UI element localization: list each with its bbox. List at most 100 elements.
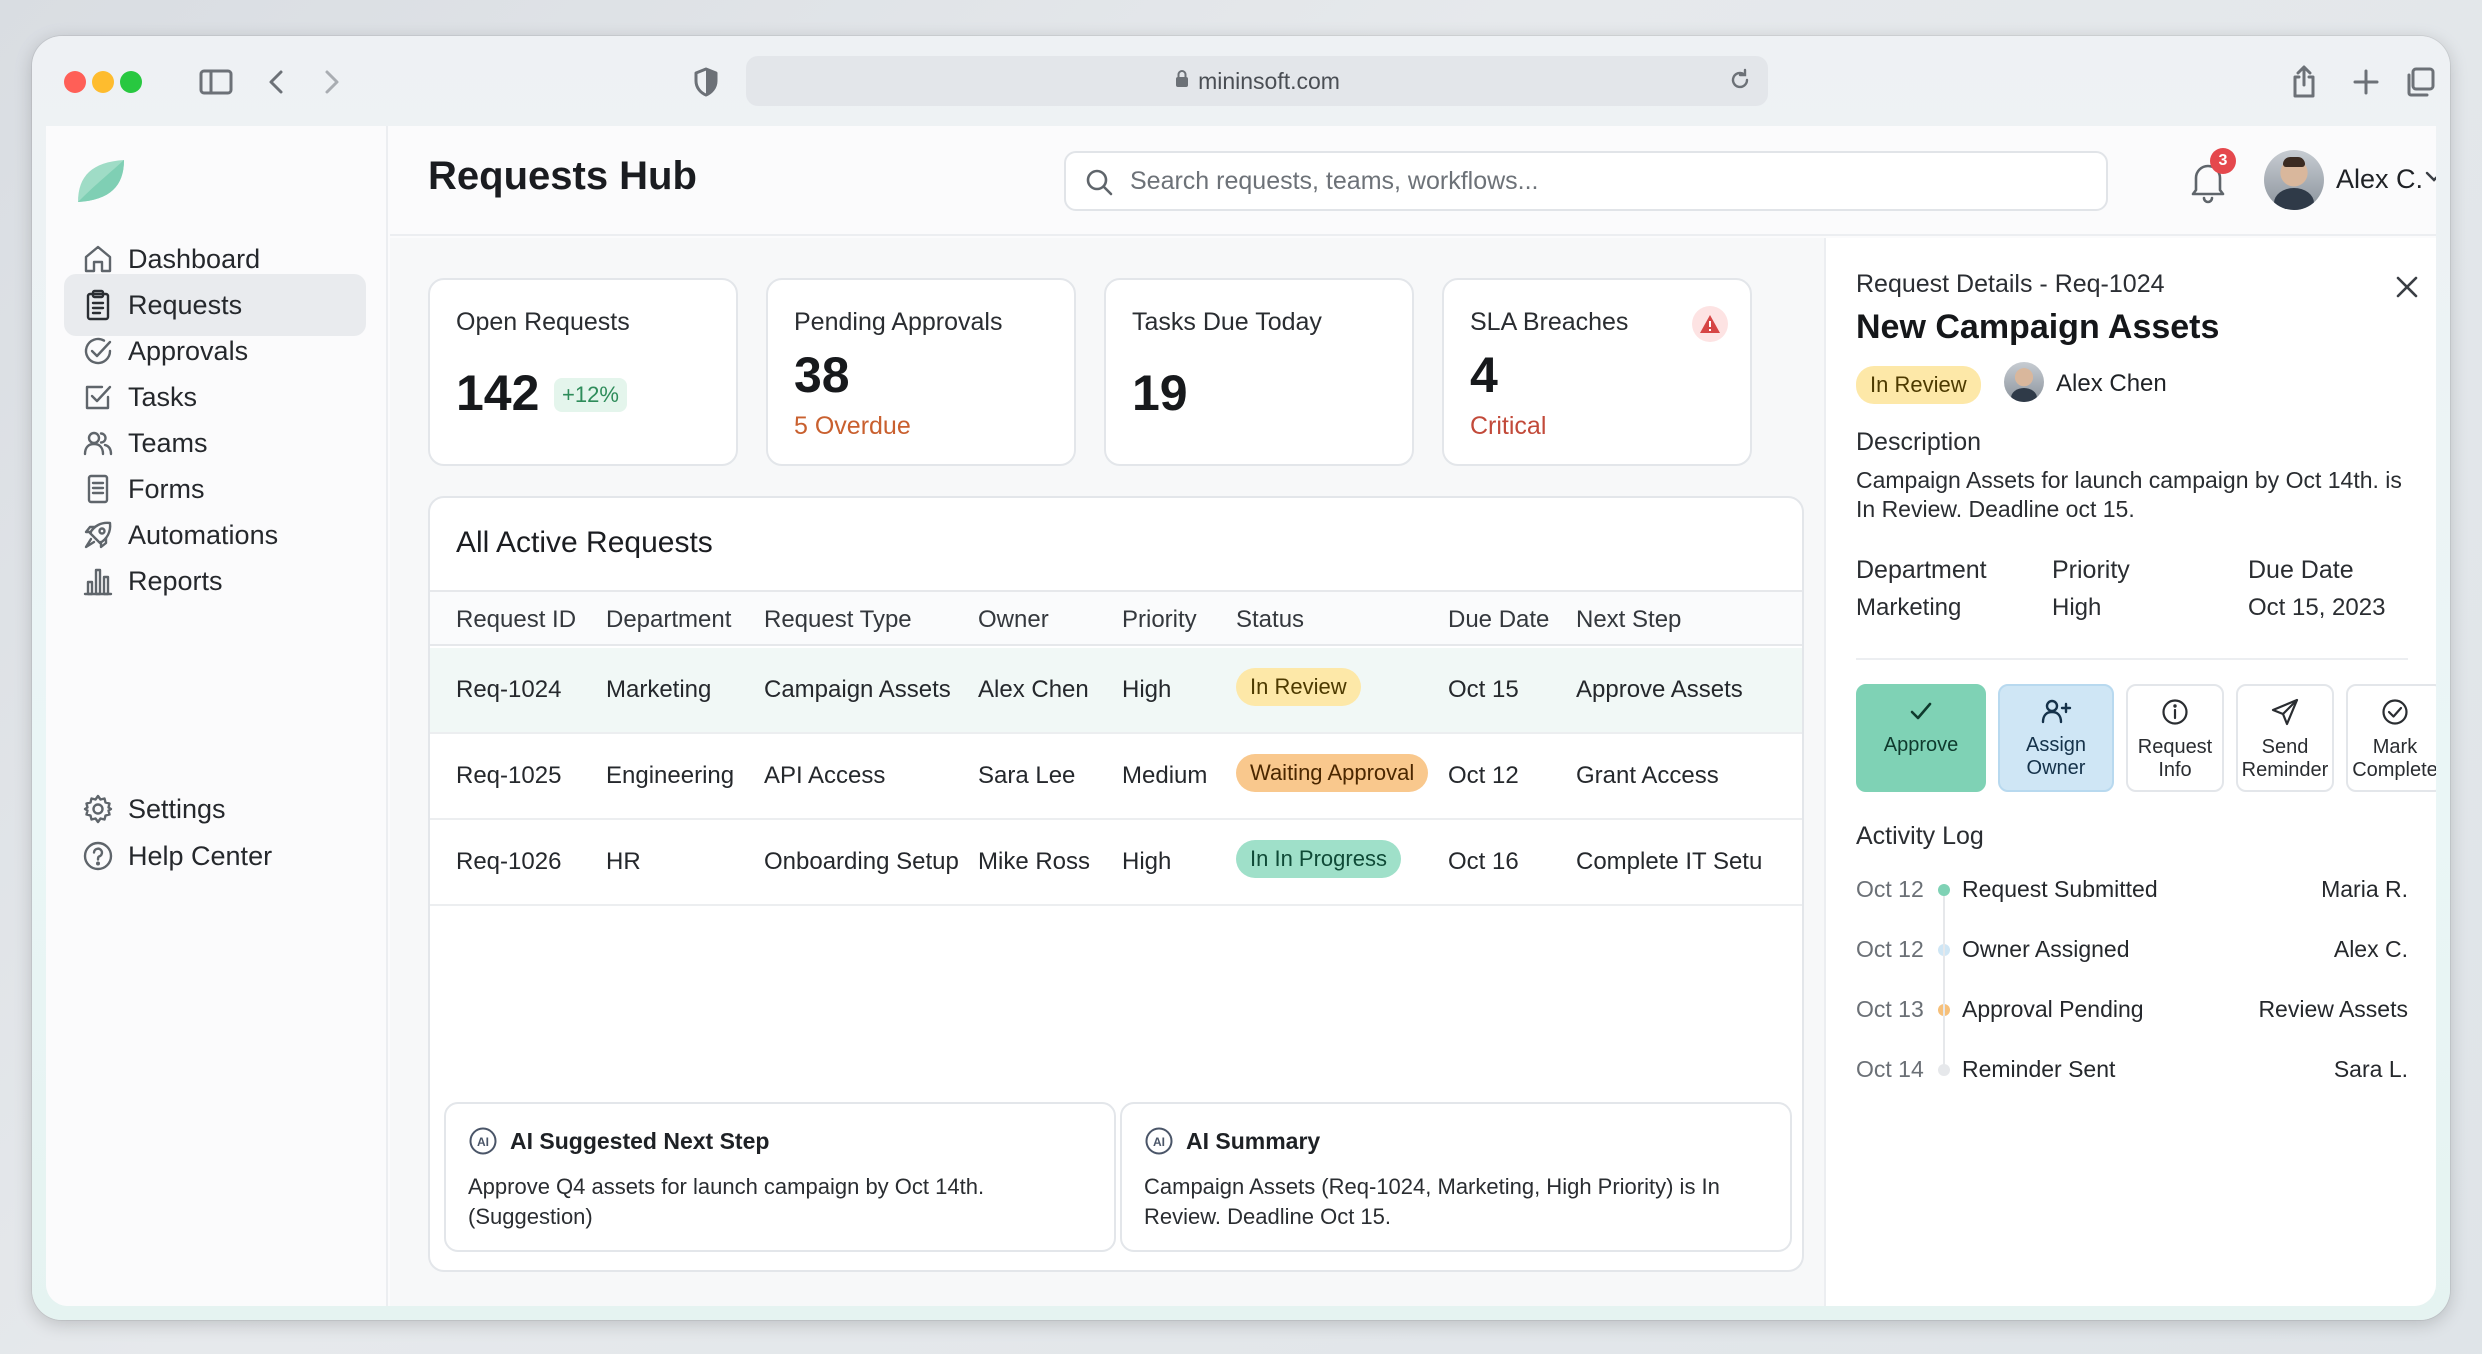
column-header[interactable]: Due Date	[1448, 606, 1550, 633]
main-content: Open Requests 142 +12% Pending Approvals…	[390, 238, 1824, 1306]
search-placeholder: Search requests, teams, workflows...	[1130, 166, 1539, 195]
sidebar-item-tasks[interactable]: Tasks	[64, 366, 366, 428]
form-icon	[82, 473, 114, 505]
sidebar-item-automations[interactable]: Automations	[64, 504, 366, 566]
send-reminder-button[interactable]: Send Reminder	[2236, 684, 2334, 792]
requests-table-card: All Active Requests Request ID Departmen…	[428, 496, 1804, 1272]
table-row[interactable]: Req-1026 HR Onboarding Setup Mike Ross H…	[430, 820, 1802, 906]
ai-card-text: Campaign Assets (Req-1024, Marketing, Hi…	[1144, 1174, 1720, 1229]
gear-icon	[82, 793, 114, 825]
search-input[interactable]: Search requests, teams, workflows...	[1064, 151, 2108, 211]
approve-button[interactable]: Approve	[1856, 684, 1986, 792]
sidebar-item-label: Approvals	[128, 335, 249, 366]
page-title: Requests Hub	[428, 154, 697, 198]
cell-department: Engineering	[606, 762, 735, 789]
help-icon	[82, 840, 114, 872]
tabs-overview-icon[interactable]	[2400, 62, 2440, 102]
cell-due-date: Oct 15	[1448, 676, 1519, 703]
cell-request-type: Campaign Assets	[764, 676, 951, 703]
stat-card-tasks-due[interactable]: Tasks Due Today 19	[1104, 278, 1414, 466]
column-header[interactable]: Owner	[978, 606, 1049, 633]
app-frame: Dashboard Requests Approvals Tasks Teams…	[46, 126, 2436, 1306]
stat-card-sla-breaches[interactable]: SLA Breaches 4 Critical	[1442, 278, 1752, 466]
button-label: Request	[2137, 736, 2213, 758]
table-row[interactable]: Req-1024 Marketing Campaign Assets Alex …	[430, 648, 1802, 734]
notification-badge: 3	[2210, 148, 2236, 174]
button-label: Info	[2158, 759, 2192, 781]
avatar[interactable]	[2264, 150, 2324, 210]
sidebar-item-dashboard[interactable]: Dashboard	[64, 228, 366, 290]
share-icon[interactable]	[2284, 62, 2324, 102]
column-header[interactable]: Priority	[1122, 606, 1197, 633]
clipboard-icon	[82, 289, 114, 321]
minimize-window-button[interactable]	[92, 71, 114, 93]
sidebar-item-settings[interactable]: Settings	[64, 778, 366, 840]
chevron-down-icon[interactable]	[2424, 170, 2436, 189]
table-row[interactable]: Req-1025 Engineering API Access Sara Lee…	[430, 734, 1802, 820]
request-info-button[interactable]: Request Info	[2126, 684, 2224, 792]
activity-log-item: Oct 12 Owner Assigned Alex C.	[1856, 930, 2408, 970]
sidebar-item-label: Requests	[128, 289, 243, 320]
rocket-icon	[82, 519, 114, 551]
column-header[interactable]: Next Step	[1576, 606, 1682, 633]
sidebar-item-teams[interactable]: Teams	[64, 412, 366, 474]
priority-label: Priority	[2052, 556, 2130, 584]
close-icon[interactable]	[2394, 274, 2420, 305]
log-actor: Sara L.	[2333, 1056, 2408, 1082]
stat-label: Tasks Due Today	[1132, 308, 1322, 336]
stat-card-pending-approvals[interactable]: Pending Approvals 38 5 Overdue	[766, 278, 1076, 466]
ai-icon: AI	[1144, 1126, 1174, 1161]
button-label: Reminder	[2241, 759, 2329, 781]
stat-card-open-requests[interactable]: Open Requests 142 +12%	[428, 278, 738, 466]
status-badge: In Review	[1856, 366, 1981, 404]
send-icon	[2238, 698, 2332, 732]
column-header[interactable]: Request Type	[764, 606, 912, 633]
close-window-button[interactable]	[64, 71, 86, 93]
lock-icon	[1174, 68, 1190, 95]
sidebar-item-reports[interactable]: Reports	[64, 550, 366, 612]
button-label: Assign	[2025, 734, 2087, 756]
sidebar-item-help-center[interactable]: Help Center	[64, 825, 366, 887]
column-header[interactable]: Request ID	[456, 606, 577, 633]
status-badge: In Review	[1236, 668, 1361, 706]
button-label: Approve	[1883, 734, 1959, 756]
cell-next-step: Grant Access	[1576, 762, 1719, 789]
cell-owner: Mike Ross	[978, 848, 1091, 875]
ai-card-title: AI Summary	[1186, 1128, 1321, 1154]
ai-summary-card[interactable]: AI AI Summary Campaign Assets (Req-1024,…	[1120, 1102, 1792, 1252]
stat-value: 38	[794, 347, 850, 403]
mark-complete-button[interactable]: Mark Complete	[2346, 684, 2436, 792]
sidebar-item-approvals[interactable]: Approvals	[64, 320, 366, 382]
column-header[interactable]: Status	[1236, 606, 1305, 633]
cell-next-step: Complete IT Setu	[1576, 848, 1763, 875]
log-date: Oct 13	[1856, 996, 1924, 1022]
cell-department: Marketing	[606, 676, 712, 703]
back-icon[interactable]	[256, 62, 296, 102]
bar-chart-icon	[82, 565, 114, 597]
sidebar-item-label: Teams	[128, 427, 208, 458]
details-title: New Campaign Assets	[1856, 308, 2220, 346]
forward-icon[interactable]	[312, 62, 352, 102]
cell-priority: High	[1122, 848, 1172, 875]
sidebar-toggle-icon[interactable]	[196, 62, 236, 102]
cell-next-step: Approve Assets	[1576, 676, 1743, 703]
reload-icon[interactable]	[1728, 68, 1752, 98]
shield-icon[interactable]	[686, 62, 726, 102]
browser-window: mininsoft.com Dashboard R	[32, 36, 2450, 1320]
brand-logo[interactable]	[74, 156, 128, 206]
new-tab-icon[interactable]	[2346, 62, 2386, 102]
address-bar[interactable]: mininsoft.com	[746, 56, 1768, 106]
column-header[interactable]: Department	[606, 606, 732, 633]
stat-label: SLA Breaches	[1470, 308, 1629, 336]
sidebar-item-requests[interactable]: Requests	[64, 274, 366, 336]
assign-owner-button[interactable]: Assign Owner	[1998, 684, 2114, 792]
ai-suggested-next-step-card[interactable]: AI AI Suggested Next Step Approve Q4 ass…	[444, 1102, 1116, 1252]
zoom-window-button[interactable]	[120, 71, 142, 93]
button-label: Complete	[2352, 759, 2436, 781]
stat-value: 4	[1470, 347, 1498, 403]
log-event: Reminder Sent	[1962, 1056, 2116, 1082]
user-name[interactable]: Alex C.	[2336, 164, 2424, 194]
log-actor: Review Assets	[2258, 996, 2408, 1022]
status-badge: In In Progress	[1236, 840, 1401, 878]
sidebar-item-forms[interactable]: Forms	[64, 458, 366, 520]
